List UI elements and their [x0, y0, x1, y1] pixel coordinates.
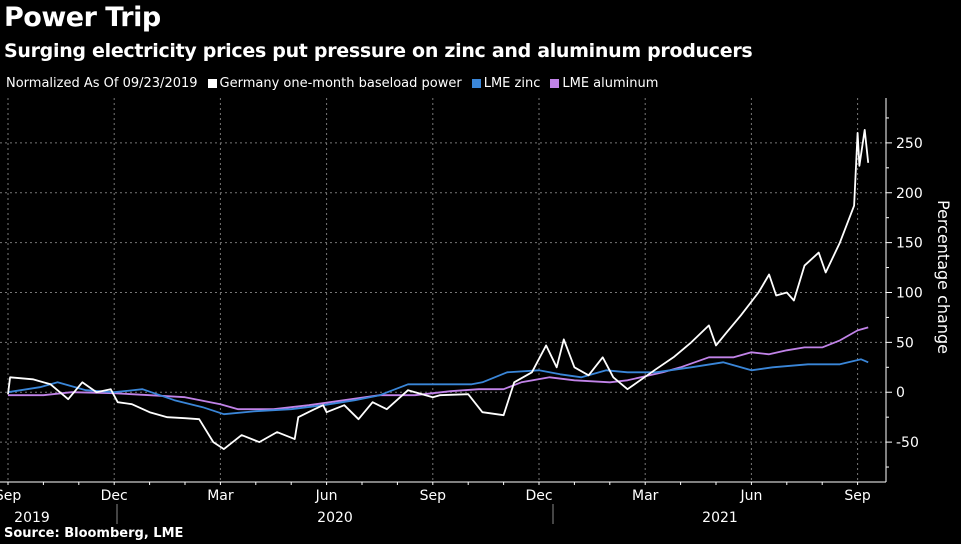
- x-tick-label: Sep: [0, 488, 21, 504]
- legend-label-zinc: LME zinc: [483, 76, 541, 91]
- legend-item-aluminum: LME aluminum: [550, 76, 658, 91]
- legend-note: Normalized As Of 09/23/2019: [6, 76, 198, 91]
- legend: Normalized As Of 09/23/2019 Germany one-…: [6, 76, 658, 91]
- legend-item-zinc: LME zinc: [471, 76, 541, 91]
- source-note: Source: Bloomberg, LME: [4, 526, 184, 541]
- x-tick-label: Mar: [632, 488, 659, 504]
- x-tick-label: Dec: [101, 488, 128, 504]
- y-tick-label: 0: [896, 385, 905, 401]
- y-tick-label: 150: [896, 236, 923, 252]
- series-line-lme-aluminum: [8, 326, 869, 411]
- x-year-label: 2020: [317, 510, 353, 526]
- legend-item-power: Germany one-month baseload power: [207, 76, 462, 91]
- x-tick-label: Jun: [739, 488, 762, 504]
- y-tick-label: 50: [896, 335, 914, 351]
- x-year-label: 2019: [14, 510, 50, 526]
- x-tick-label: Sep: [420, 488, 447, 504]
- x-tick-label: Mar: [207, 488, 234, 504]
- legend-swatch-power: [207, 79, 217, 88]
- x-tick-label: Sep: [844, 488, 871, 504]
- y-tick-label: 250: [896, 136, 923, 152]
- legend-label-power: Germany one-month baseload power: [219, 76, 462, 91]
- y-axis-label: Percentage change: [934, 200, 953, 354]
- y-tick-label: -50: [896, 435, 919, 451]
- y-tick-label: 200: [896, 186, 923, 202]
- x-tick-label: Dec: [525, 488, 552, 504]
- grid: [0, 98, 886, 482]
- chart-title: Power Trip: [4, 2, 161, 33]
- axes: -50 0 50 100 150 200 250 Sep Dec Mar Jun Sep Dec Mar J…: [0, 98, 923, 526]
- x-year-label: 2021: [702, 510, 738, 526]
- series-line-germany-one-month-baseload-power: [7, 129, 870, 450]
- y-tick-label: 100: [896, 285, 923, 301]
- legend-label-aluminum: LME aluminum: [562, 76, 659, 91]
- series-lines: [7, 129, 870, 450]
- series-line-lme-zinc: [7, 358, 869, 416]
- x-tick-label: Jun: [315, 488, 338, 504]
- chart-subtitle: Surging electricity prices put pressure …: [4, 40, 753, 62]
- legend-swatch-zinc: [471, 79, 481, 88]
- legend-swatch-aluminum: [550, 79, 560, 88]
